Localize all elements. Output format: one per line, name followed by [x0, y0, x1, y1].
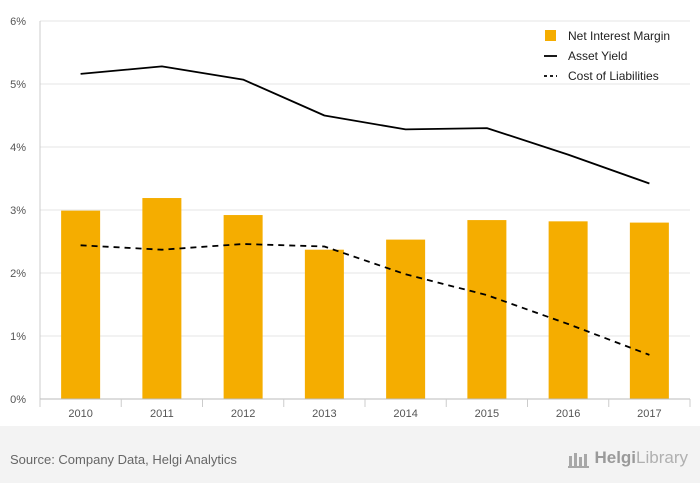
- legend-label: Cost of Liabilities: [568, 69, 659, 83]
- line-asset-yield: [80, 65, 650, 185]
- y-tick-label: 2%: [10, 268, 26, 280]
- x-tick-label: 2012: [231, 408, 255, 420]
- legend-label: Net Interest Margin: [568, 29, 670, 43]
- chart: 0%1%2%3%4%5%6% 2010 2011 2012 2013 2014 2015 2…: [10, 16, 691, 420]
- library-icon: [568, 453, 590, 468]
- bar-net-interest-margin: [304, 249, 344, 399]
- bar-net-interest-margin: [223, 215, 263, 399]
- y-tick-label: 1%: [10, 331, 26, 343]
- bars: [61, 198, 669, 399]
- bar-net-interest-margin: [467, 220, 507, 399]
- x-tick-label: 2014: [393, 408, 417, 420]
- brand-name-light: Library: [636, 448, 688, 467]
- legend: Net Interest Margin Asset Yield Cost of Li…: [544, 29, 670, 83]
- bar-net-interest-margin: [142, 198, 182, 399]
- x-tick-label: 2013: [312, 408, 336, 420]
- x-tick-label: 2015: [475, 408, 499, 420]
- bar-net-interest-margin: [61, 210, 101, 399]
- x-tick-label: 2017: [637, 408, 661, 420]
- y-tick-label: 3%: [10, 205, 26, 217]
- y-tick-label: 0%: [10, 394, 26, 406]
- x-tick-label: 2010: [68, 408, 92, 420]
- x-axis: 2010 2011 2012 2013 2014 2015 2016 2017: [39, 398, 691, 420]
- source-text: Source: Company Data, Helgi Analytics: [10, 452, 237, 467]
- bar-net-interest-margin: [629, 222, 669, 399]
- brand-name-bold: Helgi: [594, 448, 637, 467]
- legend-label: Asset Yield: [568, 49, 627, 63]
- y-axis: 0% 1% 2% 3% 4% 5% 6%: [10, 16, 41, 406]
- legend-swatch-bar: [545, 30, 556, 41]
- x-tick-label: 2011: [150, 408, 174, 420]
- x-tick-label: 2016: [556, 408, 580, 420]
- bar-net-interest-margin: [548, 221, 588, 399]
- y-tick-label: 4%: [10, 142, 26, 154]
- brand-logo[interactable]: Helgi Library: [568, 448, 688, 468]
- y-tick-label: 5%: [10, 79, 26, 91]
- footer: Source: Company Data, Helgi Analytics He…: [0, 426, 700, 483]
- line-cost-of-liabilities: [80, 243, 650, 356]
- y-tick-label: 6%: [10, 16, 26, 28]
- bar-net-interest-margin: [386, 239, 426, 399]
- series-lines: [80, 65, 650, 356]
